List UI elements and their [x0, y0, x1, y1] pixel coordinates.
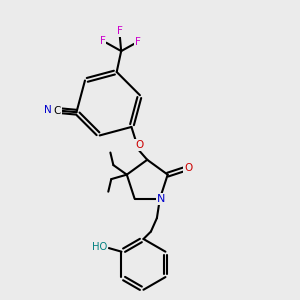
Text: F: F — [100, 36, 106, 46]
Text: N: N — [44, 105, 51, 115]
Text: F: F — [135, 37, 141, 47]
Text: C: C — [54, 106, 61, 116]
Text: O: O — [184, 163, 192, 173]
Text: O: O — [135, 140, 143, 150]
Text: F: F — [117, 26, 123, 36]
Text: N: N — [157, 194, 165, 204]
Text: HO: HO — [92, 242, 107, 252]
